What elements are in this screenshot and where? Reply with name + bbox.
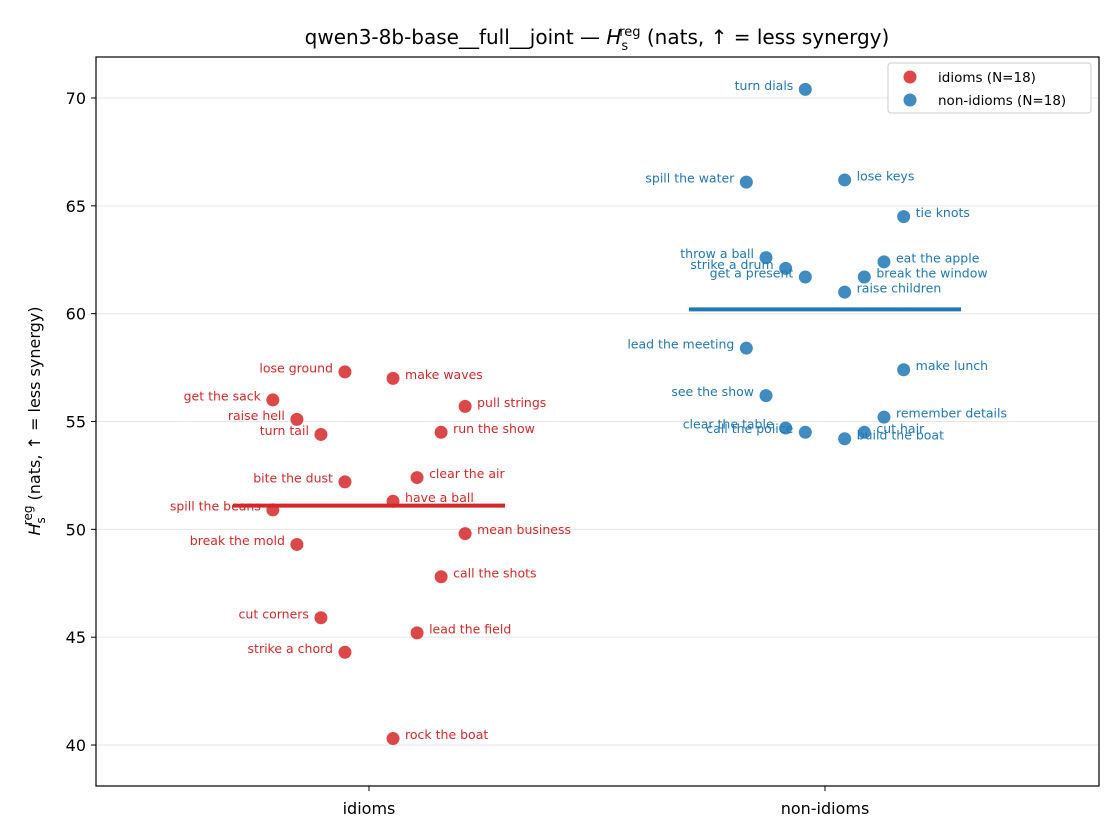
point-call-the-shots	[434, 570, 448, 584]
point-spill-the-water	[739, 175, 753, 189]
y-tick-label: 70	[66, 89, 86, 108]
point-labels: lose ground make waves get the sack pull st…	[170, 78, 1007, 742]
point-have-a-ball	[386, 494, 400, 508]
point-label-bite-the-dust: bite the dust	[253, 470, 333, 485]
point-label-break-the-mold: break the mold	[190, 533, 285, 548]
point-label-lose-ground: lose ground	[259, 360, 333, 375]
point-label-see-the-show: see the show	[671, 384, 754, 399]
point-label-make-waves: make waves	[405, 367, 483, 382]
point-label-remember-details: remember details	[896, 406, 1007, 421]
point-make-lunch	[897, 363, 911, 377]
point-label-make-lunch: make lunch	[916, 358, 988, 373]
point-turn-tail	[314, 427, 328, 441]
x-tick-label-non-idioms: non-idioms	[781, 799, 870, 818]
point-label-break-the-window: break the window	[876, 265, 987, 280]
point-label-get-a-present: get a present	[710, 265, 794, 280]
point-build-the-boat	[838, 432, 852, 446]
point-label-lead-the-field: lead the field	[429, 621, 511, 636]
point-label-run-the-show: run the show	[453, 421, 535, 436]
point-label-mean-business: mean business	[477, 522, 571, 537]
point-label-rock-the-boat: rock the boat	[405, 727, 488, 742]
point-rock-the-boat	[386, 732, 400, 746]
point-pull-strings	[458, 399, 472, 413]
point-lead-the-field	[410, 626, 424, 640]
point-lose-ground	[338, 365, 352, 379]
point-strike-a-chord	[338, 645, 352, 659]
point-label-raise-children: raise children	[857, 281, 942, 296]
point-lead-the-meeting	[739, 341, 753, 355]
point-label-clear-the-air: clear the air	[429, 466, 505, 481]
point-label-have-a-ball: have a ball	[405, 490, 474, 505]
point-label-call-the-police: call the police	[706, 421, 793, 436]
point-see-the-show	[759, 389, 773, 403]
point-label-lose-keys: lose keys	[857, 168, 915, 183]
point-eat-the-apple	[877, 255, 891, 269]
point-label-strike-a-chord: strike a chord	[248, 641, 333, 656]
data-points	[266, 82, 911, 746]
point-strike-a-drum	[779, 261, 793, 275]
point-cut-hair	[857, 425, 871, 439]
point-spill-the-beans	[266, 503, 280, 517]
y-tick-label: 55	[66, 413, 86, 432]
point-get-a-present	[798, 270, 812, 284]
point-label-cut-hair: cut hair	[876, 421, 925, 436]
point-label-clear-the-table: clear the table	[683, 416, 774, 431]
point-remember-details	[877, 410, 891, 424]
point-label-eat-the-apple: eat the apple	[896, 250, 980, 265]
y-tick-label: 60	[66, 305, 86, 324]
point-label-raise-hell: raise hell	[228, 408, 285, 423]
point-clear-the-table	[779, 421, 793, 435]
legend-marker-non-idioms	[903, 93, 917, 107]
point-mean-business	[458, 527, 472, 541]
legend-marker-idioms	[903, 70, 917, 84]
legend-label-idioms: idioms (N=18)	[938, 70, 1036, 86]
point-raise-hell	[290, 412, 304, 426]
point-turn-dials	[798, 82, 812, 96]
y-tick-label: 50	[66, 520, 86, 539]
point-lose-keys	[838, 173, 852, 187]
point-throw-a-ball	[759, 251, 773, 265]
y-axis-label: Hsreg (nats, ↑ = less synergy)	[21, 306, 48, 535]
point-label-cut-corners: cut corners	[239, 606, 309, 621]
point-label-throw-a-ball: throw a ball	[680, 246, 754, 261]
point-label-strike-a-drum: strike a drum	[690, 257, 773, 272]
legend: idioms (N=18) non-idioms (N=18)	[887, 62, 1092, 114]
point-label-build-the-boat: build the boat	[857, 427, 944, 442]
y-tick-label: 40	[66, 736, 86, 755]
point-make-waves	[386, 371, 400, 385]
point-cut-corners	[314, 611, 328, 625]
point-raise-children	[838, 285, 852, 299]
point-label-get-the-sack: get the sack	[184, 388, 262, 403]
point-label-spill-the-water: spill the water	[645, 171, 735, 186]
y-tick-label: 45	[66, 628, 86, 647]
point-label-tie-knots: tie knots	[916, 205, 970, 220]
point-tie-knots	[897, 210, 911, 224]
legend-box	[887, 62, 1092, 114]
point-label-lead-the-meeting: lead the meeting	[627, 337, 734, 352]
point-get-the-sack	[266, 393, 280, 407]
point-break-the-window	[857, 270, 871, 284]
mean-lines	[233, 307, 961, 508]
point-label-call-the-shots: call the shots	[453, 565, 536, 580]
legend-label-non-idioms: non-idioms (N=18)	[938, 93, 1066, 109]
point-bite-the-dust	[338, 475, 352, 489]
point-run-the-show	[434, 425, 448, 439]
chart-title: qwen3-8b-base__full__joint — Hsreg (nats…	[305, 25, 890, 54]
y-tick-label: 65	[66, 197, 86, 216]
point-label-turn-tail: turn tail	[260, 423, 309, 438]
gridlines	[96, 97, 1099, 746]
point-label-spill-the-beans: spill the beans	[170, 498, 261, 513]
point-call-the-police	[798, 425, 812, 439]
point-break-the-mold	[290, 537, 304, 551]
point-label-pull-strings: pull strings	[477, 395, 546, 410]
point-label-turn-dials: turn dials	[735, 78, 794, 93]
point-clear-the-air	[410, 471, 424, 485]
axes: 40 45 50 55 60 65 70 idioms non-idioms	[66, 89, 870, 818]
x-tick-label-idioms: idioms	[343, 799, 396, 818]
